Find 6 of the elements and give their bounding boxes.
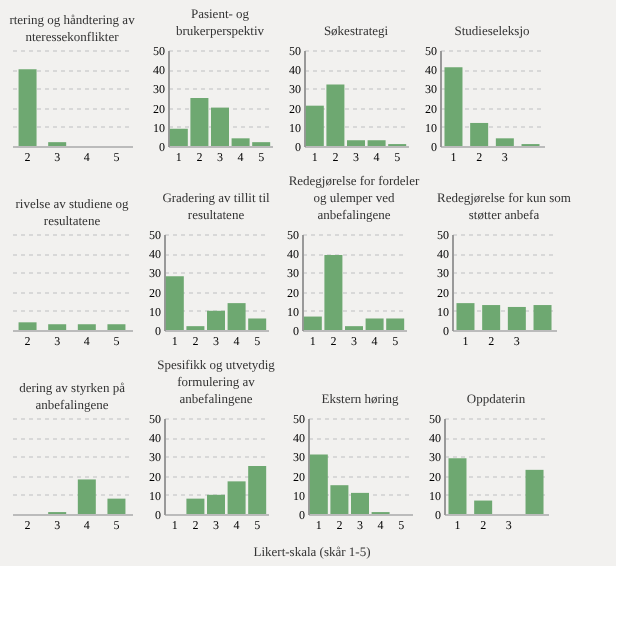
bar	[444, 67, 463, 146]
bar	[470, 122, 489, 146]
bar	[495, 138, 514, 146]
bar	[525, 469, 544, 514]
bar	[474, 500, 493, 514]
bar	[448, 458, 467, 514]
